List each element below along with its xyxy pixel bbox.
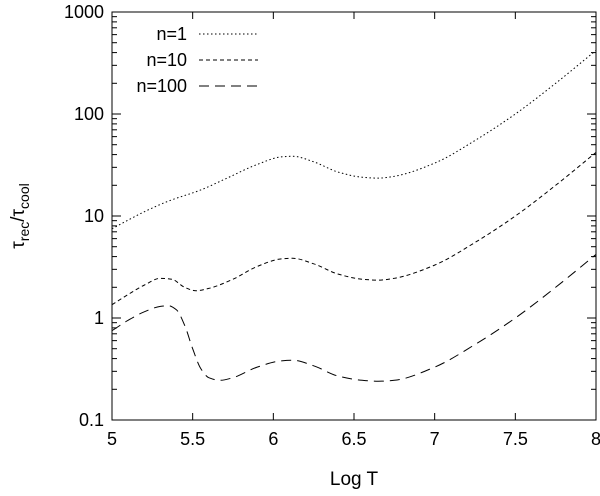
x-axis-label: Log T xyxy=(330,469,379,490)
legend: n=1 n=10 n=100 xyxy=(136,24,258,96)
y-axis-label-sub-rec: rec xyxy=(16,222,32,241)
x-tick-label: 7 xyxy=(430,429,440,449)
y-axis-label-tau2: τ xyxy=(8,208,29,216)
y-tick-label: 1000 xyxy=(64,2,104,22)
x-tick-label: 8 xyxy=(591,429,600,449)
series-layer xyxy=(111,50,597,382)
legend-label: n=1 xyxy=(156,24,187,44)
x-tick-label: 7.5 xyxy=(503,429,528,449)
ticks: 5 5.5 6 6.5 7 7.5 8 0.1 1 10 100 1000 xyxy=(64,2,600,449)
series-line xyxy=(111,152,597,306)
plot-frame xyxy=(111,11,597,421)
legend-label: n=10 xyxy=(146,50,187,70)
x-tick-label: 5.5 xyxy=(180,429,205,449)
y-tick-label: 100 xyxy=(74,104,104,124)
y-axis-label-tau1: τ xyxy=(8,241,29,249)
legend-label: n=100 xyxy=(136,76,187,96)
y-axis-label: τrec/τcool xyxy=(8,183,32,248)
y-tick-label: 10 xyxy=(84,206,104,226)
y-tick-label: 1 xyxy=(94,308,104,328)
y-axis-label-slash: / xyxy=(8,216,29,222)
series-line xyxy=(111,254,597,382)
y-tick-label: 0.1 xyxy=(79,410,104,430)
x-tick-label: 6.5 xyxy=(341,429,366,449)
x-tick-label: 6 xyxy=(268,429,278,449)
y-axis-label-sub-cool: cool xyxy=(16,183,32,209)
x-tick-label: 5 xyxy=(107,429,117,449)
